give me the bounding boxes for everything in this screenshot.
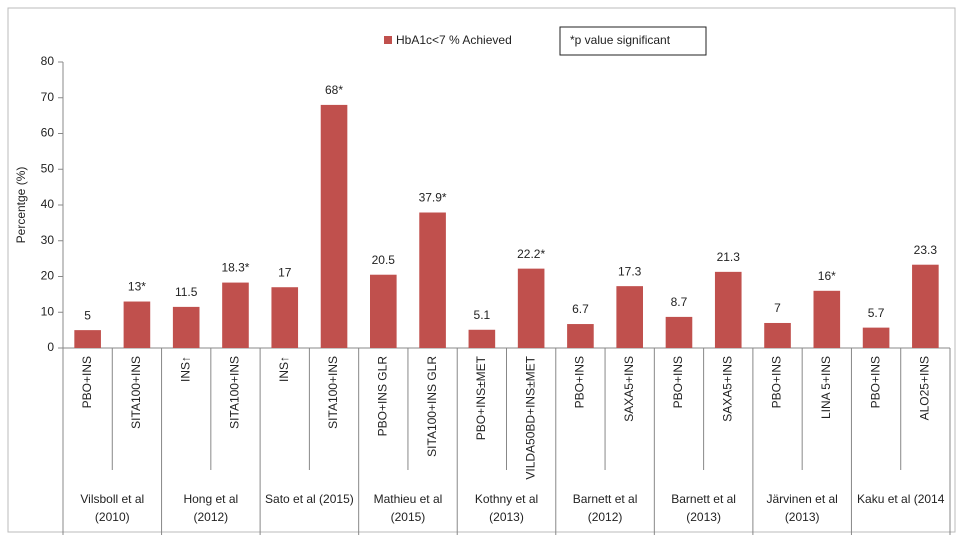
bar xyxy=(862,327,890,348)
group-label: Kothny et al xyxy=(475,492,538,506)
x-tick-label: ALO25+INS xyxy=(918,356,932,420)
value-label: 5.7 xyxy=(868,306,885,320)
bar xyxy=(370,274,397,348)
value-label: 17.3 xyxy=(618,264,642,278)
group-label: (2012) xyxy=(588,510,623,524)
group-label: (2015) xyxy=(391,510,426,524)
bar xyxy=(222,282,249,348)
value-label: 16* xyxy=(818,269,836,283)
bar xyxy=(123,301,151,348)
value-label: 37.9* xyxy=(419,191,447,205)
group-label: Kaku et al (2014 xyxy=(857,492,945,506)
value-label: 23.3 xyxy=(914,243,938,257)
x-tick-label: PBO+INS xyxy=(671,356,685,408)
x-tick-label: LINA 5+INS xyxy=(819,356,833,419)
group-label: Barnett et al xyxy=(671,492,736,506)
bar xyxy=(764,322,791,348)
bar xyxy=(616,286,643,348)
value-label: 20.5 xyxy=(372,253,396,267)
x-tick-label: PBO+INS xyxy=(770,356,784,408)
bar xyxy=(320,104,348,349)
group-label: (2013) xyxy=(489,510,524,524)
x-tick-label: PBO+INS xyxy=(868,356,882,408)
bar xyxy=(813,290,841,348)
x-tick-label: SAXA5+INS xyxy=(720,356,734,422)
value-label: 11.5 xyxy=(175,285,198,299)
frame xyxy=(7,7,956,533)
value-label: 21.3 xyxy=(717,250,741,264)
value-label: 8.7 xyxy=(671,295,688,309)
x-tick-label: PBO+INS xyxy=(573,356,587,408)
y-tick-label: 30 xyxy=(41,233,55,247)
y-tick-label: 10 xyxy=(41,304,55,318)
group-label: Vilsboll et al xyxy=(80,492,144,506)
x-tick-label: SITA100+INS xyxy=(326,356,340,429)
bar xyxy=(517,268,545,348)
bar xyxy=(74,330,101,348)
group-label: Hong et al xyxy=(183,492,238,506)
group-label: Mathieu et al xyxy=(374,492,443,506)
value-label: 17 xyxy=(278,265,292,279)
group-label: (2010) xyxy=(95,510,130,524)
x-tick-label: VILDA50BD+INS±MET xyxy=(523,355,537,479)
bar xyxy=(172,306,200,348)
x-tick-label: SAXA5+INS xyxy=(622,356,636,422)
legend-label: HbA1c<7 % Achieved xyxy=(396,33,512,47)
y-tick-label: 50 xyxy=(41,161,55,175)
y-tick-label: 20 xyxy=(41,269,55,283)
value-label: 5.1 xyxy=(474,308,491,322)
x-tick-label: PBO+INS GLR xyxy=(375,356,389,437)
bar xyxy=(567,324,594,348)
bar xyxy=(912,264,939,348)
value-label: 7 xyxy=(774,301,781,315)
group-label: (2013) xyxy=(785,510,820,524)
bar xyxy=(714,271,742,348)
x-tick-label: PBO+INS±MET xyxy=(474,355,488,440)
y-tick-label: 40 xyxy=(41,197,55,211)
value-label: 22.2* xyxy=(517,247,545,261)
y-tick-label: 80 xyxy=(41,54,55,68)
x-tick-label: PBO+INS xyxy=(80,356,94,408)
group-label: Sato et al (2015) xyxy=(265,492,354,506)
legend-swatch xyxy=(384,36,392,44)
value-label: 13* xyxy=(128,280,146,294)
x-tick-label: SITA100+INS xyxy=(228,356,242,429)
x-tick-label: SITA100+INS GLR xyxy=(425,356,439,457)
y-tick-label: 70 xyxy=(41,90,55,104)
value-label: 6.7 xyxy=(572,302,589,316)
value-label: 18.3* xyxy=(221,261,249,275)
y-tick-label: 0 xyxy=(47,340,54,354)
x-tick-label: SITA100+INS xyxy=(129,356,143,429)
bar xyxy=(271,287,299,348)
group-label: (2013) xyxy=(686,510,721,524)
y-tick-label: 60 xyxy=(41,126,55,140)
value-label: 5 xyxy=(84,308,91,322)
bar xyxy=(468,329,496,348)
group-label: Järvinen et al xyxy=(766,492,837,506)
group-label: Barnett et al xyxy=(573,492,638,506)
value-label: 68* xyxy=(325,83,343,97)
annotation-box xyxy=(559,26,707,56)
bar xyxy=(665,316,693,348)
bar xyxy=(419,212,446,348)
annotation: *p value significant xyxy=(570,33,671,47)
x-tick-label: INS↑ xyxy=(178,356,192,382)
group-label: (2012) xyxy=(193,510,228,524)
y-axis-label: Percentge (%) xyxy=(14,167,28,244)
x-tick-label: INS↑ xyxy=(277,356,291,382)
